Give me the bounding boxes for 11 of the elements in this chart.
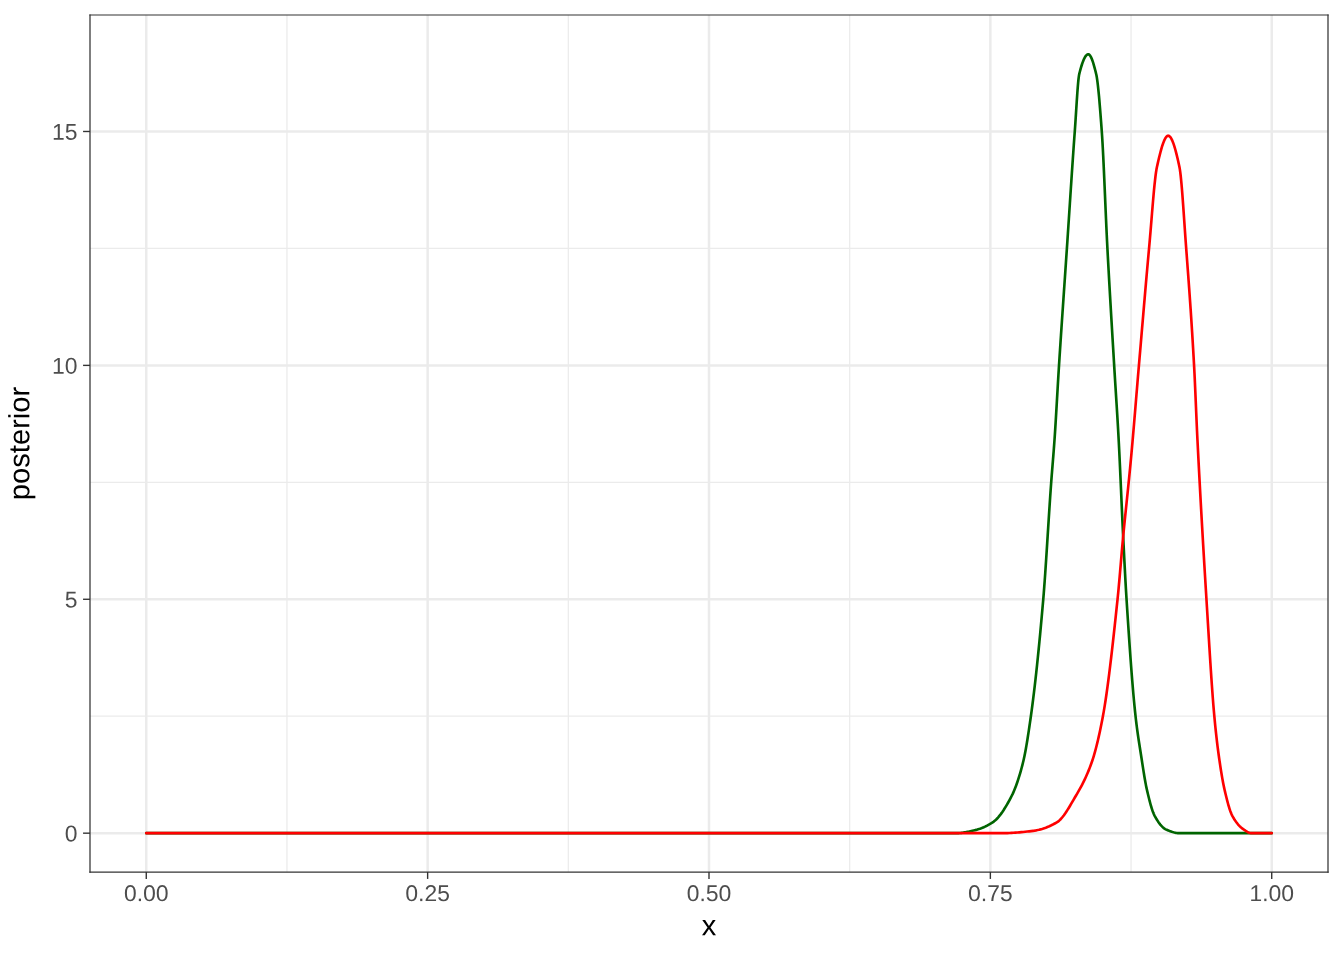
y-tick-label: 5 xyxy=(65,591,77,608)
y-axis-title: posterior xyxy=(8,387,36,499)
y-tick-label: 0 xyxy=(65,825,77,842)
x-axis-title: x xyxy=(702,919,716,936)
x-tick-label: 0.75 xyxy=(968,885,1012,902)
x-tick-label: 0.00 xyxy=(124,885,168,902)
x-tick-label: 0.50 xyxy=(687,885,731,902)
x-tick-label: 0.25 xyxy=(406,885,449,902)
y-tick-label: 10 xyxy=(53,357,77,374)
y-tick-label: 15 xyxy=(53,124,77,141)
x-tick-label: 1.00 xyxy=(1251,885,1294,902)
